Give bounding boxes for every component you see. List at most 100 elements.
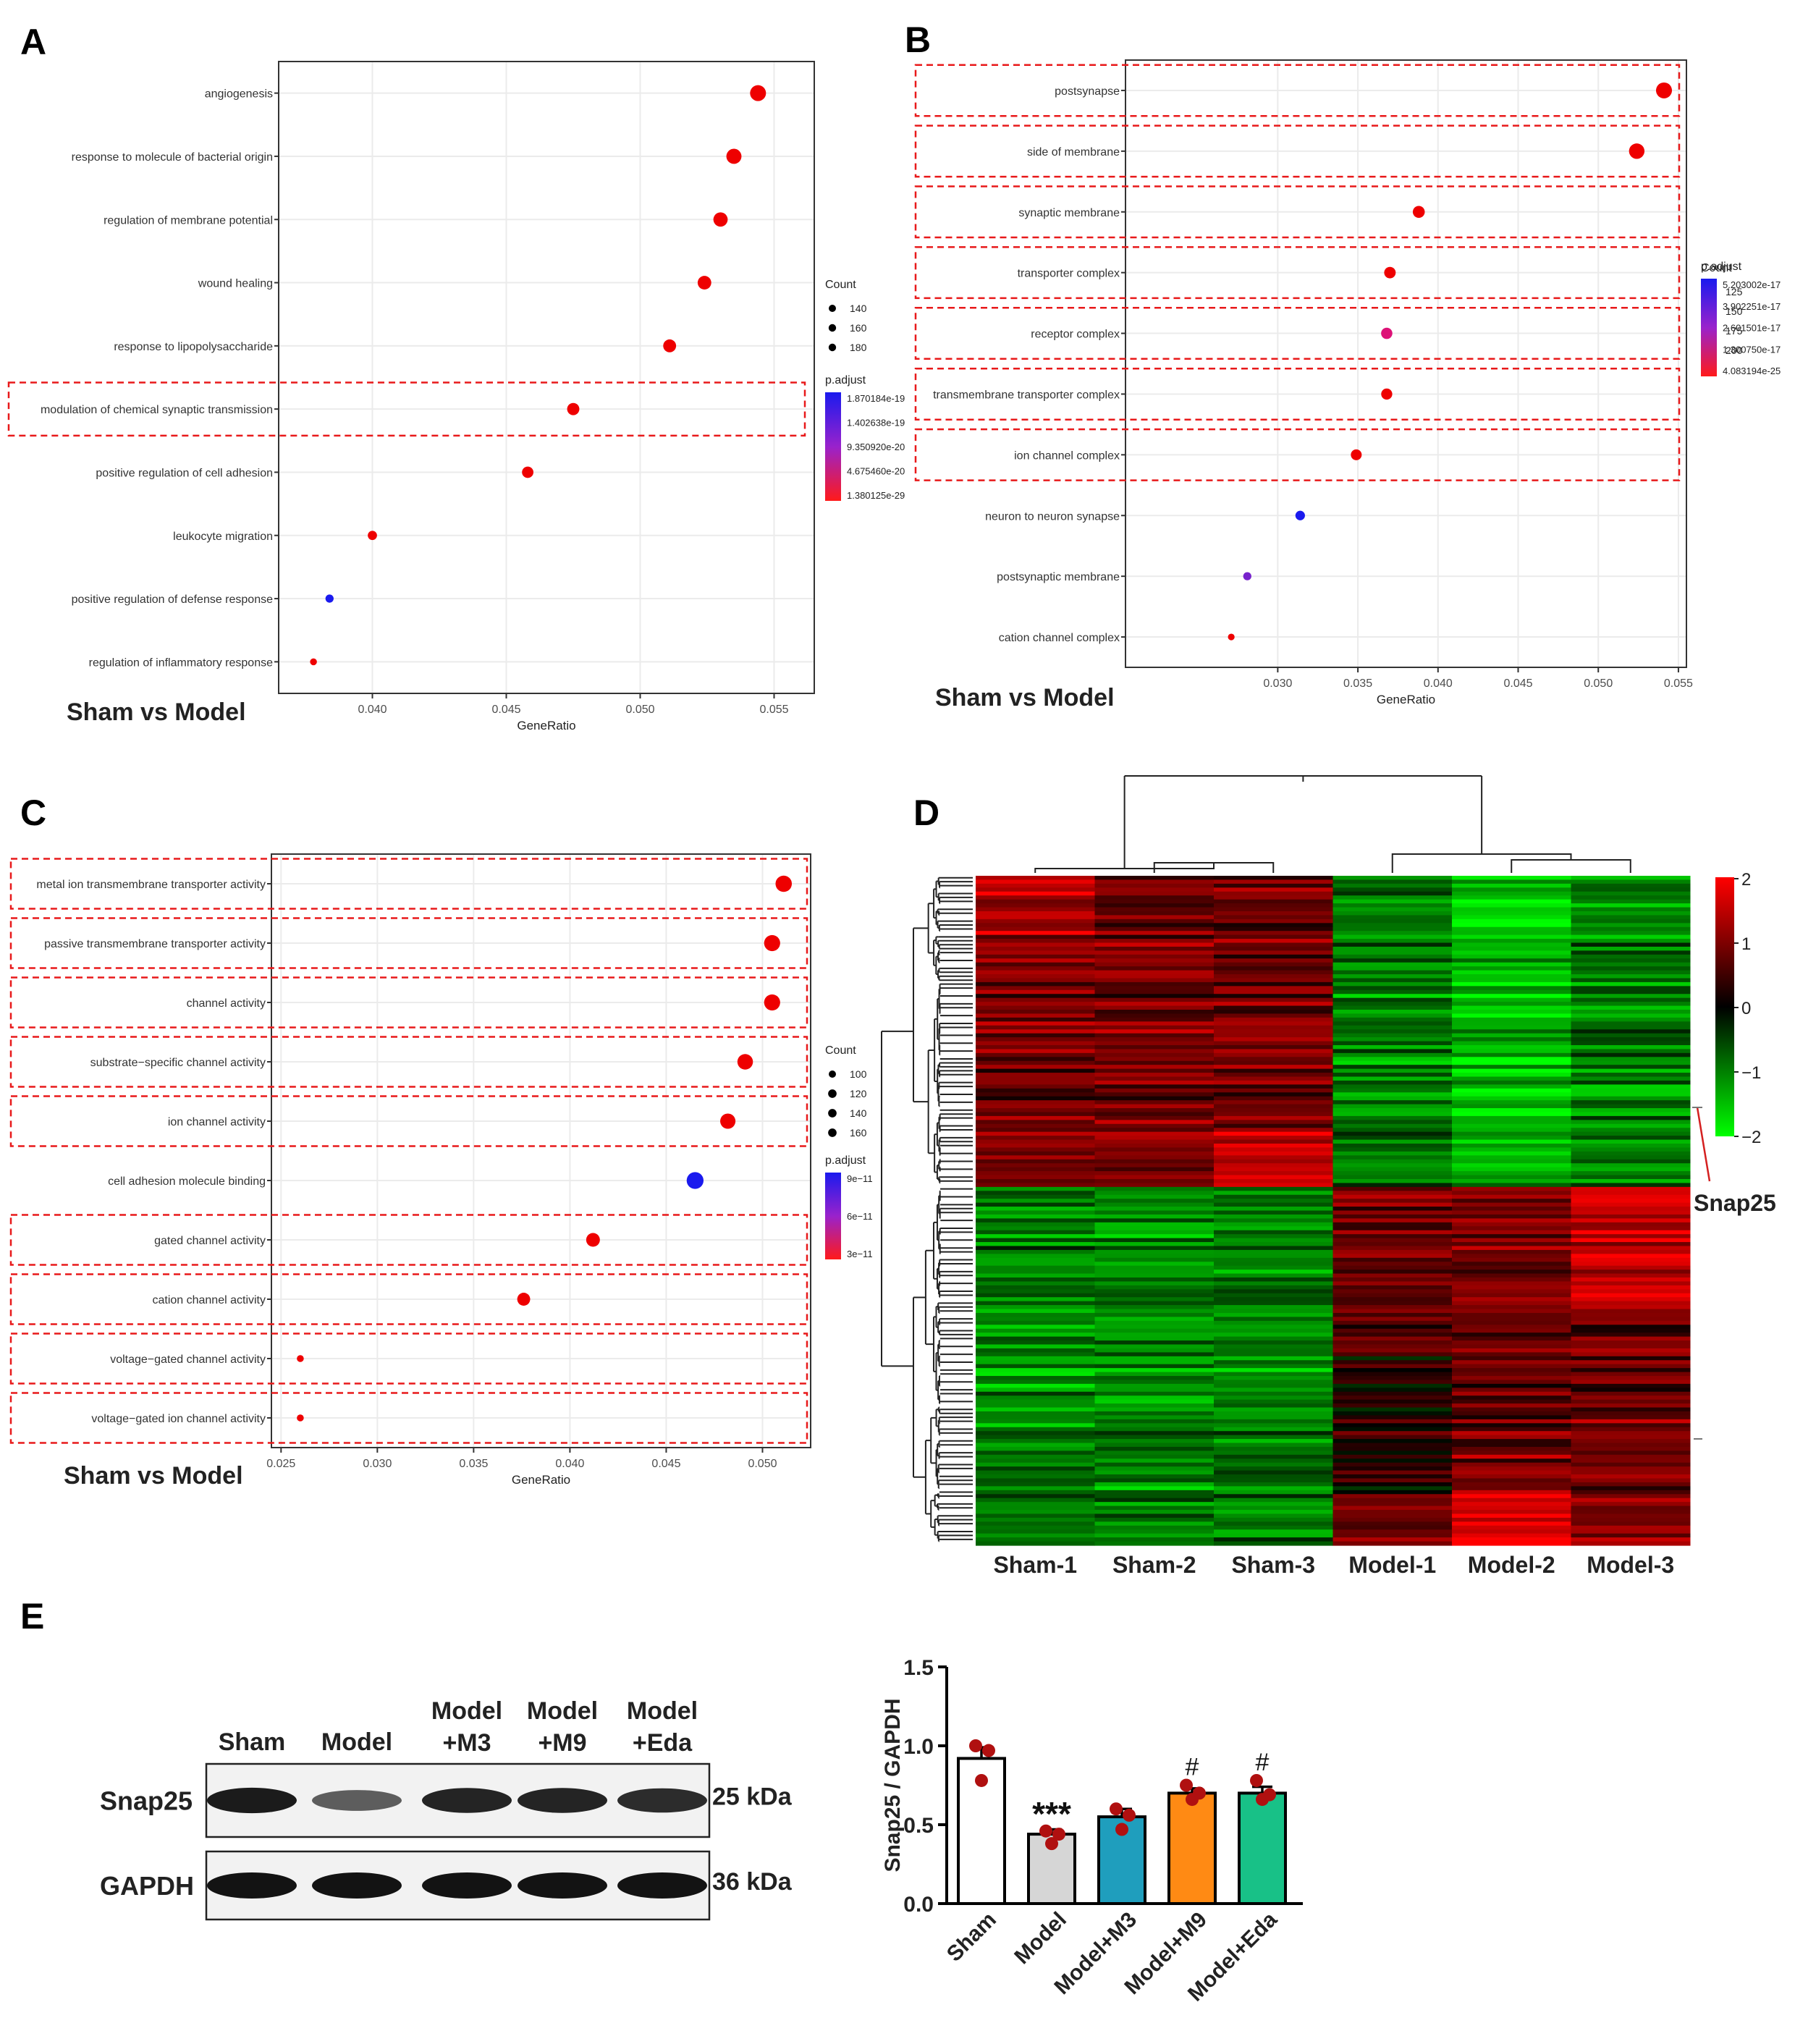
heatmap-cell [1094, 1128, 1215, 1133]
heatmap-cell [976, 915, 1095, 920]
heatmap-cell [1571, 1454, 1691, 1459]
heatmap-cell [1332, 1273, 1453, 1278]
heatmap-cell [1332, 1513, 1453, 1519]
heatmap-cell [976, 1498, 1095, 1503]
heatmap-cell [976, 1458, 1095, 1464]
heatmap-cell [1094, 1333, 1215, 1338]
heatmap-cell [1571, 1021, 1691, 1026]
heatmap-cell [1094, 1100, 1215, 1105]
heatmap-cell [976, 1399, 1095, 1404]
heatmap-cell [1214, 1060, 1333, 1065]
heatmap-cell [1214, 1073, 1333, 1078]
heat-scale-label: 0 [1741, 999, 1751, 1018]
data-point [1412, 206, 1425, 219]
heatmap-cell [976, 907, 1095, 912]
heatmap-cell [1332, 1340, 1453, 1346]
heatmap-cell [1452, 958, 1571, 963]
dendrogram-branch [930, 1416, 937, 1464]
heatmap-cell [976, 1068, 1095, 1073]
heatmap-cell [1214, 1163, 1333, 1168]
heatmap-cell [1332, 1249, 1453, 1254]
heatmap-cell [976, 895, 1095, 900]
data-point [1295, 510, 1305, 520]
heatmap-cell [1214, 970, 1333, 975]
heatmap-cell [1332, 1136, 1453, 1141]
heatmap-cell [1094, 1340, 1215, 1346]
heatmap-cell [1571, 1340, 1691, 1346]
heatmap-cell [1571, 1246, 1691, 1251]
heatmap-cell [1214, 1505, 1333, 1511]
heatmap-cell [1571, 1352, 1691, 1357]
size-legend-dot [829, 305, 836, 312]
heatmap-cell [1452, 1037, 1571, 1042]
heatmap-cell [1452, 1052, 1571, 1057]
term-label: voltage−gated channel activity [110, 1353, 266, 1366]
heatmap-cell [1214, 1423, 1333, 1428]
heatmap-cell [1571, 1092, 1691, 1097]
heatmap-cell [1452, 1419, 1571, 1424]
heatmap-cell [1571, 1057, 1691, 1062]
heatmap-cell [1332, 997, 1453, 1002]
color-legend-label: 4.675460e-20 [847, 466, 905, 477]
heatmap-cell [976, 1454, 1095, 1459]
heatmap-cell [1094, 1380, 1215, 1385]
blot-column-label: +M9 [538, 1729, 586, 1757]
heatmap-cell [1094, 1147, 1215, 1152]
heatmap-cell [1214, 1144, 1333, 1149]
x-tick-label: 0.050 [1584, 677, 1613, 690]
term-label: leukocyte migration [173, 531, 273, 543]
heatmap-cell [1214, 1210, 1333, 1215]
heatmap-cell [976, 1270, 1095, 1275]
heatmap-cell [1332, 1120, 1453, 1125]
heatmap-cell [1332, 994, 1453, 999]
heatmap-cell [1214, 1230, 1333, 1235]
heatmap-cell [1094, 1372, 1215, 1377]
heatmap-cell [1214, 1044, 1333, 1050]
heatmap-cell [1214, 1167, 1333, 1172]
column-label: Sham-3 [1231, 1552, 1315, 1578]
heatmap-cell [976, 1533, 1095, 1538]
color-legend-bar [825, 392, 841, 501]
x-tick-label: 0.030 [1263, 677, 1292, 690]
heatmap-cell [1332, 1368, 1453, 1373]
heatmap-cell [1571, 1010, 1691, 1015]
heatmap-cell [976, 1305, 1095, 1310]
color-legend-label: 9.350920e-20 [847, 442, 905, 452]
heatmap-cell [1094, 1246, 1215, 1251]
heatmap-cell [1214, 1478, 1333, 1483]
dendrogram-branch [939, 1259, 941, 1267]
heatmap-cell [1452, 1364, 1571, 1369]
heatmap-cell [1452, 1466, 1571, 1471]
heatmap-cell [1094, 1391, 1215, 1396]
heatmap-cell [1332, 1104, 1453, 1109]
color-legend-label: 5.203002e-17 [1723, 279, 1781, 290]
heatmap-cell [1094, 1052, 1215, 1057]
heatmap-cell [1214, 986, 1333, 991]
heatmap-cell [976, 1340, 1095, 1346]
heatmap-cell [1094, 891, 1215, 896]
dendrogram-branch [938, 944, 940, 950]
heatmap-cell [1332, 1222, 1453, 1227]
heatmap-cell [1452, 1068, 1571, 1073]
heatmap-cell [1332, 1068, 1453, 1073]
heatmap-cell [1452, 1242, 1571, 1247]
heatmap-cell [1452, 1029, 1571, 1034]
heatmap-cell [1571, 1230, 1691, 1235]
heatmap-cell [976, 923, 1095, 928]
heatmap-cell [1332, 1186, 1453, 1191]
term-label: regulation of inflammatory response [89, 656, 273, 669]
heatmap-cell [1332, 1490, 1453, 1495]
heatmap-cell [1214, 1435, 1333, 1440]
heatmap-cell [976, 1513, 1095, 1519]
heatmap-cell [976, 1293, 1095, 1298]
heatmap-cell [1214, 1388, 1333, 1393]
term-label: positive regulation of cell adhesion [96, 467, 273, 479]
heatmap-cell [1214, 1344, 1333, 1349]
heatmap-cell [1094, 966, 1215, 971]
heatmap-cell [1332, 1502, 1453, 1507]
heatmap-cell [1332, 942, 1453, 947]
heatmap-cell [1094, 942, 1215, 947]
heatmap-cell [1452, 1293, 1571, 1298]
heatmap-cell [1452, 1423, 1571, 1428]
heatmap-cell [1094, 1092, 1215, 1097]
